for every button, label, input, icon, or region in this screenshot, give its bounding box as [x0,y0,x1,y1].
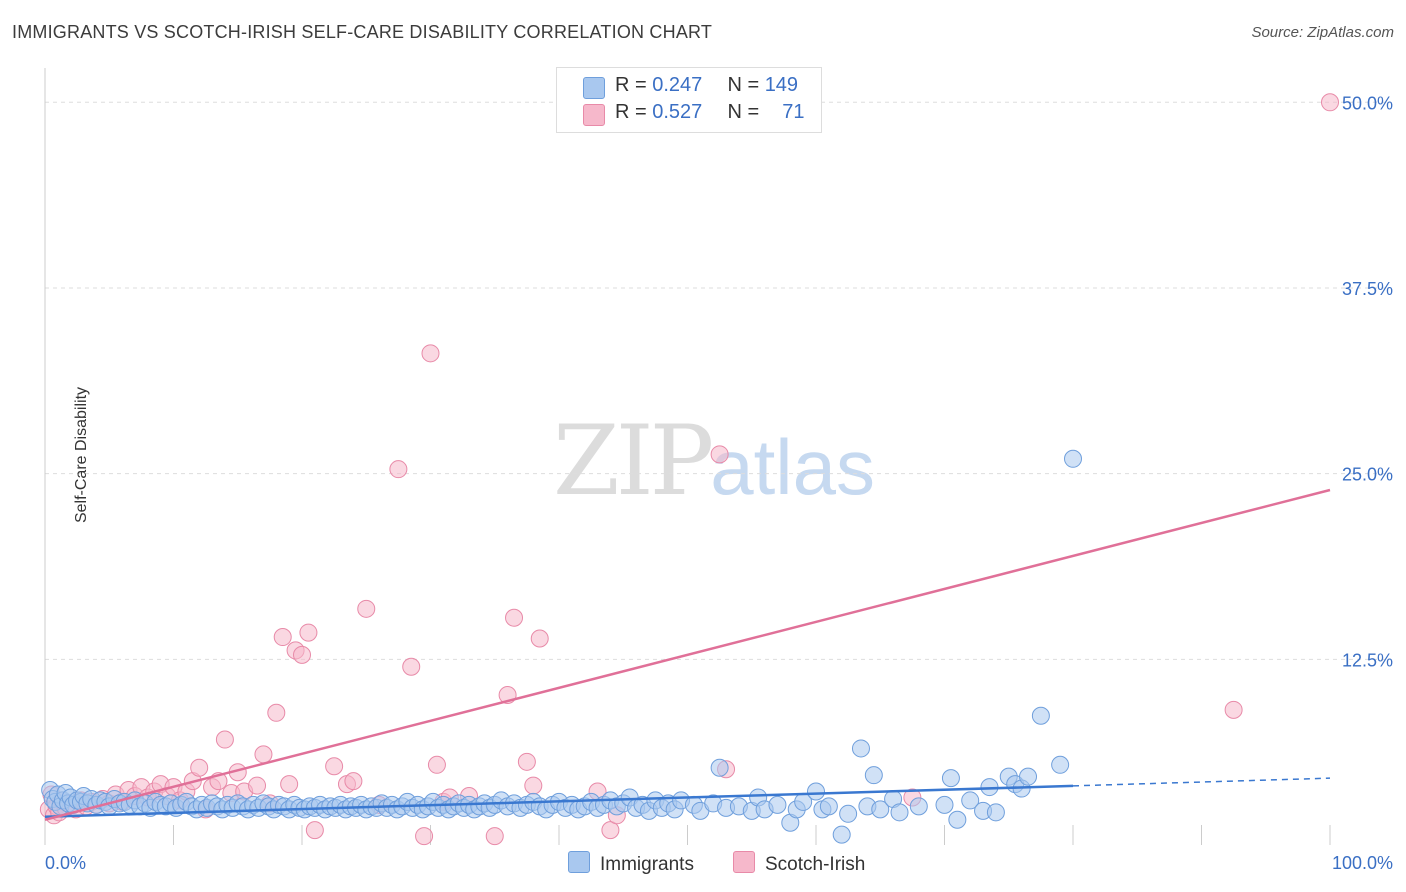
immigrants-point-141 [851,739,870,758]
scotch-irish-point-61 [505,608,524,627]
y-tick-label-0: 12.5% [1342,650,1393,670]
scotch-irish-point-36 [248,776,267,795]
scotch-irish-swatch [583,104,605,126]
immigrants-point-144 [871,800,890,819]
scotch-irish-point-41 [280,775,299,794]
immigrants-point-139 [832,825,851,844]
scotch-irish-r-label: R = [615,101,647,123]
scotch-irish-trend-line [44,488,1331,821]
correlation-legend: R = 0.247 N = 149 R = 0.527 N = 71 [556,67,822,133]
immigrants-point-140 [839,804,858,823]
immigrants-point-138 [819,797,838,816]
immigrants-n-value: 149 [764,74,799,96]
watermark-zip: ZIP [553,405,714,517]
immigrants-point-136 [807,782,825,801]
scotch-irish-n-label: N = [727,101,760,123]
immigrants-point-151 [961,791,980,810]
scotch-irish-point-55 [427,755,446,774]
immigrants-point-147 [909,797,928,816]
bottom-scotch-irish-swatch [733,851,755,873]
scotch-irish-point-59 [485,827,504,846]
immigrants-point-132 [768,795,787,814]
scotch-irish-r-value: 0.527 [652,101,703,123]
source-label: Source: ZipAtlas.com [1251,24,1394,41]
scotch-irish-point-44 [299,623,318,642]
bottom-legend-scotch-irish: Scotch-Irish [733,851,865,876]
immigrants-point-148 [935,795,954,814]
grid-lines [45,101,1390,660]
bottom-legend-immigrants: Immigrants [568,851,694,876]
x-tick-label-0: 0.0% [45,853,86,873]
immigrants-r-label: R = [615,74,647,96]
scotch-irish-point-48 [344,772,363,791]
scotch-irish-point-71 [1224,700,1243,719]
scotch-irish-point-49 [357,599,376,618]
scotch-irish-point-39 [267,703,286,722]
chart-title: IMMIGRANTS VS SCOTCH-IRISH SELF-CARE DIS… [12,22,713,42]
immigrants-point-143 [864,766,883,785]
scotch-irish-point-72 [1321,93,1339,112]
immigrants-trend-extension [1072,777,1331,787]
bottom-immigrants-swatch [568,851,590,873]
scotch-irish-point-63 [524,776,543,795]
y-tick-label-1: 25.0% [1342,465,1393,485]
scotch-irish-point-52 [402,657,421,676]
immigrants-point-149 [941,769,960,788]
scotch-irish-point-68 [710,445,729,464]
scotch-irish-point-45 [305,821,324,840]
scotch-irish-point-64 [530,629,549,648]
immigrants-trend-line [44,784,1074,819]
scotch-irish-n-value: 71 [782,101,805,123]
tick-labels: 12.5% 25.0% 37.5% 50.0% 0.0% 100.0% [45,93,1393,873]
y-axis-label: Self-Care Disability [73,386,91,524]
scotch-irish-point-37 [254,745,273,764]
scotch-irish-point-32 [215,730,234,749]
bottom-scotch-irish-label: Scotch-Irish [765,854,866,875]
immigrants-point-150 [948,810,967,829]
scotch-irish-point-43 [293,645,311,664]
immigrants-point-159 [1031,706,1050,725]
scotch-irish-point-53 [415,827,434,846]
immigrants-n-label: N = [727,74,760,96]
axes [44,68,1331,845]
immigrants-swatch [583,77,605,99]
immigrants-r-value: 0.247 [652,74,703,96]
scotch-irish-point-66 [601,821,620,840]
scotch-irish-point-62 [517,752,536,771]
watermark-atlas: atlas [710,423,875,511]
y-tick-label-2: 37.5% [1342,279,1393,299]
immigrants-point-161 [1064,449,1082,468]
immigrants-point-153 [986,803,1005,822]
bottom-immigrants-label: Immigrants [600,854,694,875]
watermark: ZIPatlas [553,405,875,517]
immigrants-point-146 [890,803,909,822]
scotch-irish-point-28 [190,758,209,777]
y-tick-label-3: 50.0% [1342,93,1393,113]
trend-lines [44,488,1331,821]
immigrants-point-160 [1051,755,1070,774]
scotch-irish-point-51 [389,460,408,479]
x-tick-label-1: 100.0% [1332,853,1393,873]
scotch-irish-points [39,93,1339,846]
immigrants-point-126 [710,758,729,777]
scotch-irish-point-46 [325,757,344,776]
immigrants-point-158 [1019,767,1038,786]
scotch-irish-point-40 [273,628,292,647]
scotch-irish-point-54 [421,344,440,363]
